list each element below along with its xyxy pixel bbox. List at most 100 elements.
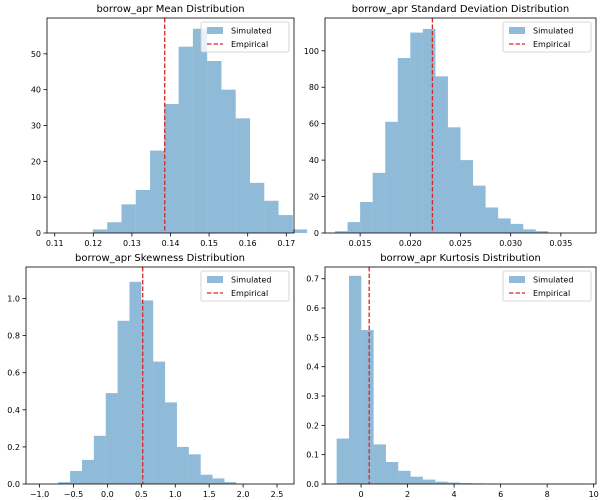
y-tick-label: 10 [31,193,41,202]
histogram-bars [58,281,237,484]
y-tick-label: 0.8 [7,332,20,341]
chart-title: borrow_apr Kurtosis Distribution [380,253,541,264]
histogram-bar [360,202,373,233]
chart-title: borrow_apr Standard Deviation Distributi… [352,4,569,15]
legend-swatch-simulated [509,27,525,34]
x-tick-label: 2.0 [237,490,250,499]
histogram-bar [398,470,411,484]
y-tick-label: 0.4 [7,406,20,415]
y-axis: 0.0 0.1 0.2 0.3 0.4 0.5 0.6 0.7 [306,275,325,489]
y-tick-label: 0.7 [306,275,319,284]
legend-label-simulated: Simulated [533,27,573,36]
histogram-bar [447,127,461,233]
y-tick-label: 20 [309,193,319,202]
histogram-bar [485,207,499,233]
x-tick-label: −1.0 [30,490,49,499]
x-tick-label: 0.13 [123,239,141,248]
x-tick-label: 0.020 [399,239,422,248]
legend-swatch-simulated [207,276,223,283]
y-tick-label: 20 [31,157,41,166]
histogram-bar [105,393,118,484]
x-tick-label: 6 [498,490,503,499]
x-tick-label: 2 [405,490,410,499]
x-tick-label: 0.030 [499,239,522,248]
x-tick-label: 0.14 [162,239,180,248]
legend-swatch-simulated [207,27,223,34]
y-tick-label: 0.1 [306,451,319,460]
histogram-bar [348,275,362,484]
histogram-bar [422,28,436,233]
chart-title: borrow_apr Mean Distribution [96,4,244,15]
axes-frame [324,266,597,485]
x-axis: −1.0 −0.5 0.0 0.5 1.0 1.5 2.0 2.5 [30,484,284,499]
y-axis: 0 10 20 30 40 50 [31,50,47,238]
histogram-bar [347,222,361,233]
histogram-bar [410,32,423,234]
histogram-bar [422,479,436,484]
histogram-bar [372,172,386,233]
y-tick-label: 1.0 [7,295,20,304]
y-tick-label: 40 [31,86,41,95]
histogram-bar [460,160,474,233]
histogram-bar [278,215,293,233]
x-tick-label: 0.12 [84,239,102,248]
y-axis: 0 20 40 60 80 100 [304,47,325,238]
histogram-bar [135,190,151,233]
x-tick-label: 2.5 [271,490,284,499]
histogram-bar [165,402,177,484]
histogram-bar [121,204,136,233]
x-axis: 0.11 0.12 0.13 0.14 0.15 0.16 0.17 [46,233,295,248]
histogram-bar [58,482,71,484]
axes-frame [25,266,295,485]
histogram-bar [397,58,411,233]
histogram-bar [200,474,213,484]
legend: Simulated Empirical [200,270,290,302]
histogram-bar [141,300,154,484]
subplot-3: borrow_apr Skewness Distribution −1.0 −0.5… [7,253,295,499]
histogram-bar [336,438,349,484]
histogram-bar [70,471,82,484]
legend: Simulated Empirical [200,21,290,53]
histogram-bar [221,89,236,234]
histogram-bar [292,229,308,233]
histogram-bar [188,454,201,484]
y-axis: 0.0 0.2 0.4 0.6 0.8 1.0 [7,295,26,489]
y-tick-label: 0.6 [7,369,20,378]
histogram-bar [264,200,279,233]
legend-label-simulated: Simulated [231,27,271,36]
y-tick-label: 30 [31,122,41,131]
histogram-bar [150,150,165,233]
legend-label-simulated: Simulated [231,276,271,285]
histogram-bar [224,482,237,484]
y-tick-label: 0.0 [7,480,20,489]
x-tick-label: −0.5 [64,490,83,499]
histogram-bar [535,231,549,233]
subplot-2: borrow_apr Standard Deviation Distributi… [304,4,597,248]
histogram-bar [447,482,460,484]
x-axis: 0.015 0.020 0.025 0.030 0.035 [349,233,572,248]
histogram-bar [385,121,398,233]
x-tick-label: 1.5 [203,490,216,499]
histogram-bar [192,28,208,233]
subplot-1: borrow_apr Mean Distribution 0.11 0.12 0.13… [31,4,308,248]
y-tick-label: 0.0 [306,480,319,489]
x-tick-label: 8 [545,490,550,499]
legend-label-empirical: Empirical [231,40,268,49]
x-tick-label: 0.0 [101,490,114,499]
histogram-bar [523,229,536,233]
histogram-bar [510,223,524,233]
histogram-bar [81,459,94,484]
y-tick-label: 0 [314,229,319,238]
y-tick-label: 100 [304,47,319,56]
x-tick-label: 10 [589,490,599,499]
y-tick-label: 0.3 [306,392,319,401]
x-tick-label: 1.0 [169,490,182,499]
x-tick-label: 0 [359,490,364,499]
x-tick-label: 0.035 [549,239,572,248]
y-tick-label: 0 [36,229,41,238]
x-tick-label: 0.15 [200,239,218,248]
legend-label-empirical: Empirical [231,289,268,298]
x-axis: 0 2 4 6 8 10 [359,484,599,499]
histogram-bar [107,222,122,233]
